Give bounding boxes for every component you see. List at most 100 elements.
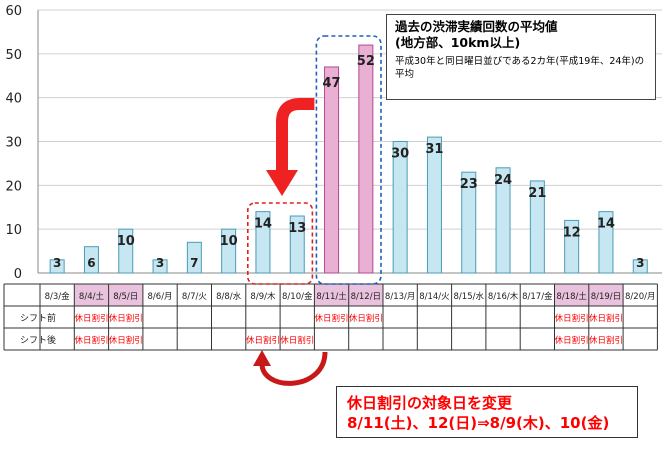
y-tick-label: 20 bbox=[5, 179, 22, 194]
data-label: 52 bbox=[357, 54, 375, 69]
y-tick-label: 60 bbox=[5, 4, 22, 19]
holiday-discount-cell: 休日割引 bbox=[315, 313, 349, 324]
category-label: 8/6/月 bbox=[148, 292, 173, 302]
holiday-discount-cell: 休日割引 bbox=[109, 313, 143, 324]
bar-8/4/土 bbox=[83, 246, 99, 274]
data-label: 12 bbox=[563, 225, 581, 240]
grid-lines bbox=[37, 9, 662, 274]
bar-8/6/月 bbox=[152, 259, 168, 274]
category-label: 8/10/金 bbox=[282, 291, 313, 302]
data-label: 3 bbox=[53, 256, 61, 270]
bar-8/14/火 bbox=[426, 136, 442, 274]
category-label: 8/5/日 bbox=[113, 292, 138, 302]
category-label: 8/11/土 bbox=[316, 291, 347, 302]
bar-8/11/土 bbox=[324, 66, 340, 274]
bar-8/3/金 bbox=[49, 259, 65, 274]
callout-box: 休日割引の対象日を変更 8/11(土)、12(日)⇒8/9(木)、10(金) bbox=[336, 386, 638, 438]
category-label: 8/4/土 bbox=[79, 291, 105, 302]
holiday-header-bg bbox=[554, 284, 589, 306]
holiday-discount-cell: 休日割引 bbox=[74, 313, 108, 324]
category-label: 8/19/日 bbox=[591, 292, 621, 302]
bar-8/5/日 bbox=[118, 228, 134, 274]
category-label: 8/20/月 bbox=[625, 292, 655, 302]
dashed-box-original-days bbox=[315, 35, 382, 285]
bar-8/20/月 bbox=[632, 259, 648, 274]
annotations bbox=[247, 35, 382, 386]
category-label: 8/12/日 bbox=[351, 292, 381, 302]
shift-arrow-body bbox=[276, 98, 315, 170]
holiday-discount-cell: 休日割引 bbox=[555, 335, 589, 346]
data-label: 6 bbox=[87, 256, 95, 270]
category-label: 8/14/火 bbox=[419, 292, 450, 302]
data-labels: 3 6 10 3 7 10 14 13 47 52 30 31 23 24 21 12 14 3 bbox=[53, 54, 644, 270]
bar-8/16/木 bbox=[495, 167, 511, 274]
category-label: 8/7/火 bbox=[182, 292, 208, 302]
data-label: 21 bbox=[528, 186, 546, 201]
data-label: 10 bbox=[220, 234, 238, 249]
shift-arrow-head bbox=[266, 170, 298, 196]
holiday-header-bg bbox=[314, 284, 349, 306]
row-label: シフト前 bbox=[20, 312, 56, 324]
shift-table: 8/3/金 8/4/土 8/5/日 8/6/月 8/7/火 8/8/水 8/9/木 8/10/… bbox=[3, 283, 658, 351]
bar-8/7/火 bbox=[186, 241, 202, 274]
category-label: 8/15/水 bbox=[454, 291, 485, 302]
bar-8/9/木 bbox=[255, 211, 271, 274]
holiday-header-bg bbox=[348, 284, 383, 306]
data-label: 47 bbox=[323, 76, 341, 91]
bar-8/13/月 bbox=[392, 141, 408, 274]
bar-series bbox=[49, 44, 648, 274]
bar-8/8/水 bbox=[221, 228, 237, 274]
legend-box: 過去の渋滞実績回数の平均値 (地方部、10km以上) 平成30年と同日曜日並びで… bbox=[386, 14, 656, 100]
data-label: 14 bbox=[254, 217, 272, 232]
holiday-discount-cell: 休日割引 bbox=[349, 313, 383, 324]
holiday-header-bg bbox=[74, 284, 109, 306]
bar-8/19/日 bbox=[598, 211, 614, 274]
data-label: 30 bbox=[391, 147, 409, 162]
category-label: 8/13/月 bbox=[385, 292, 415, 302]
category-label: 8/8/水 bbox=[216, 291, 242, 302]
holiday-discount-cell: 休日割引 bbox=[280, 335, 314, 346]
y-tick-label: 40 bbox=[5, 92, 22, 107]
data-label: 31 bbox=[425, 142, 443, 157]
holiday-discount-cell: 休日割引 bbox=[246, 335, 280, 346]
y-tick-label: 50 bbox=[5, 48, 22, 63]
bar-8/18/土 bbox=[564, 219, 580, 274]
callout-line-2: 8/11(土)、12(日)⇒8/9(木)、10(金) bbox=[347, 414, 610, 432]
category-label: 8/18/土 bbox=[556, 291, 587, 302]
curved-arrow-head bbox=[253, 350, 271, 366]
bar-8/10/金 bbox=[289, 215, 305, 274]
data-label: 3 bbox=[636, 256, 644, 270]
curved-arrow-body bbox=[259, 351, 328, 386]
data-label: 14 bbox=[597, 217, 615, 232]
row-label: シフト後 bbox=[20, 334, 56, 346]
data-label: 3 bbox=[156, 256, 164, 270]
category-label: 8/17/金 bbox=[522, 291, 553, 302]
data-label: 10 bbox=[117, 234, 135, 249]
bar-8/12/日 bbox=[358, 44, 374, 274]
data-label: 7 bbox=[190, 256, 198, 270]
y-tick-label: 30 bbox=[5, 136, 22, 151]
category-label: 8/16/木 bbox=[488, 291, 519, 302]
y-tick-label: 0 bbox=[14, 267, 22, 282]
data-label: 13 bbox=[288, 221, 306, 236]
y-axis-ticks: 0 10 20 30 40 50 60 bbox=[5, 4, 22, 282]
category-label: 8/9/木 bbox=[250, 291, 276, 302]
holiday-discount-cell: 休日割引 bbox=[74, 335, 108, 346]
data-label: 24 bbox=[494, 173, 512, 188]
holiday-discount-cell: 休日割引 bbox=[589, 313, 623, 324]
holiday-header-bg bbox=[108, 284, 143, 306]
legend-title: 過去の渋滞実績回数の平均値 (地方部、10km以上) bbox=[395, 19, 558, 50]
holiday-discount-cell: 休日割引 bbox=[589, 335, 623, 346]
callout-line-1: 休日割引の対象日を変更 bbox=[347, 394, 513, 412]
data-label: 23 bbox=[460, 177, 478, 192]
dashed-box-new-days bbox=[247, 202, 314, 285]
category-label: 8/3/金 bbox=[45, 291, 71, 302]
holiday-discount-cell: 休日割引 bbox=[109, 335, 143, 346]
y-tick-label: 10 bbox=[5, 223, 22, 238]
legend-note: 平成30年と同日曜日並びである2カ年(平成19年、24年)の平均 bbox=[395, 56, 645, 80]
bar-8/17/金 bbox=[529, 180, 545, 274]
bar-8/15/水 bbox=[461, 171, 477, 274]
holiday-discount-cell: 休日割引 bbox=[555, 313, 589, 324]
holiday-header-bg bbox=[588, 284, 624, 306]
